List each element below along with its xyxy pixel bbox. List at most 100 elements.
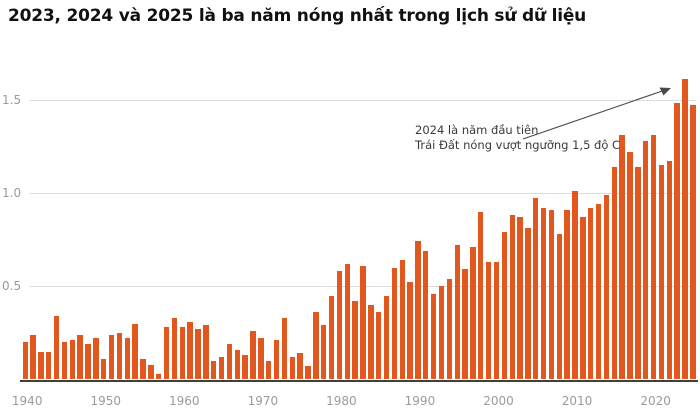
annotation-text: 2024 là năm đầu tiên Trái Đất nóng vượt …	[415, 123, 620, 152]
bar-1942	[38, 351, 44, 380]
bar-1965	[218, 357, 225, 380]
bar-1961	[187, 321, 193, 380]
bar-1990	[415, 241, 421, 380]
bar-1994	[446, 278, 453, 380]
bar-1966	[226, 344, 233, 380]
bar-1971	[266, 360, 272, 380]
bar-1983	[360, 265, 366, 380]
x-axis-tick-label-1990: 1990	[404, 394, 436, 408]
bar-1974	[289, 357, 295, 380]
bar-1978	[320, 325, 327, 380]
bar-1973	[281, 317, 288, 380]
bar-1980	[336, 271, 343, 380]
bar-2019	[643, 140, 649, 380]
bar-1977	[313, 312, 319, 380]
bar-1951	[108, 334, 115, 380]
bar-1956	[148, 364, 154, 380]
bar-1952	[116, 332, 123, 380]
bar-2013	[595, 204, 602, 380]
bar-1997	[470, 247, 476, 380]
x-axis-tick-label-2010: 2010	[561, 394, 593, 408]
bar-1982	[352, 301, 358, 380]
bar-2012	[588, 207, 594, 380]
bar-1947	[77, 334, 83, 380]
bar-1988	[399, 260, 405, 380]
bar-2007	[548, 209, 555, 380]
bar-1959	[171, 317, 178, 380]
bar-1960	[179, 327, 185, 380]
bar-2002	[509, 215, 515, 380]
bar-2005	[533, 198, 539, 380]
bar-1964	[211, 360, 217, 380]
gridline-1.0	[30, 192, 696, 194]
bar-2004	[525, 228, 531, 380]
bar-1950	[101, 358, 107, 380]
bar-1954	[132, 323, 138, 380]
bar-1984	[368, 304, 374, 380]
bar-1955	[140, 358, 146, 380]
bar-2017	[627, 151, 633, 380]
bar-1969	[250, 330, 256, 380]
bar-1981	[344, 263, 350, 380]
bar-2009	[564, 209, 570, 380]
bar-1943	[46, 351, 52, 380]
bar-1941	[30, 334, 36, 380]
x-axis-tick-label-1960: 1960	[169, 394, 200, 408]
bar-2018	[635, 166, 641, 380]
bar-1963	[203, 325, 209, 380]
bar-2011	[580, 217, 586, 380]
bar-2006	[540, 207, 547, 380]
bar-2001	[501, 232, 508, 380]
bar-1992	[430, 293, 437, 380]
bar-2015	[611, 166, 618, 380]
bar-1967	[234, 349, 240, 380]
bar-1946	[69, 340, 76, 380]
bar-1976	[305, 366, 311, 380]
bar-2022	[666, 161, 672, 380]
bar-2014	[603, 194, 610, 380]
gridline-1.5	[30, 99, 696, 101]
bar-1987	[391, 267, 398, 380]
bar-1957	[156, 373, 162, 380]
chart-title: 2023, 2024 và 2025 là ba năm nóng nhất t…	[8, 6, 587, 26]
y-axis-tick-label: 0.5	[2, 279, 22, 294]
bar-2010	[572, 191, 578, 380]
x-axis-baseline	[20, 379, 698, 382]
bar-1970	[258, 338, 264, 380]
bar-1995	[454, 245, 460, 380]
bar-2025	[690, 105, 696, 380]
bar-1958	[163, 327, 170, 380]
bar-1991	[423, 250, 429, 380]
annotation-line-2: Trái Đất nóng vượt ngưỡng 1,5 độ C	[415, 137, 621, 152]
bar-2020	[650, 135, 657, 380]
x-axis-tick-label-1970: 1970	[247, 394, 279, 408]
bar-1945	[61, 342, 68, 380]
bar-2008	[556, 233, 563, 380]
x-axis-tick-label-2000: 2000	[483, 394, 514, 408]
bar-1962	[195, 329, 201, 380]
bar-1968	[242, 355, 248, 380]
bar-2003	[517, 217, 523, 380]
bar-1944	[53, 316, 60, 380]
bar-1998	[478, 211, 484, 380]
bar-1975	[297, 353, 303, 380]
bar-1986	[383, 295, 390, 380]
y-axis-tick-label: 1.0	[2, 185, 22, 200]
bar-2016	[619, 135, 625, 380]
x-axis-tick-label-2020: 2020	[640, 394, 671, 408]
bar-2023	[674, 103, 680, 380]
x-axis-tick-label-1980: 1980	[326, 394, 357, 408]
bar-1972	[273, 340, 280, 380]
bar-1979	[328, 295, 335, 380]
bar-1999	[485, 261, 492, 380]
y-axis-tick-label: 1.5	[2, 92, 22, 107]
x-axis-tick-label-1950: 1950	[90, 394, 122, 408]
bar-1940	[22, 342, 28, 380]
bar-2024	[682, 79, 688, 380]
bar-1949	[93, 338, 99, 380]
bar-1989	[407, 282, 413, 380]
bar-1985	[375, 312, 382, 380]
annotation-line-1: 2024 là năm đầu tiên	[415, 123, 539, 137]
bar-1953	[124, 338, 130, 380]
